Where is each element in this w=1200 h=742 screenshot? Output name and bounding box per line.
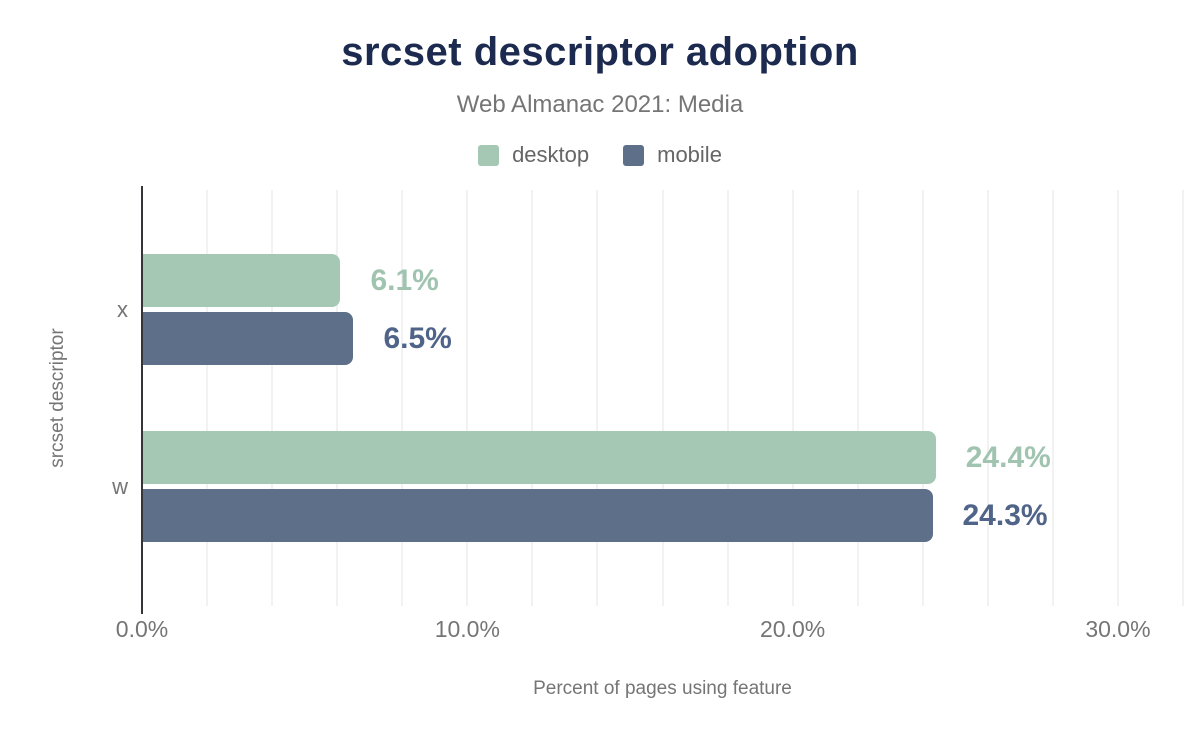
x-tick-label: 0.0% bbox=[115, 616, 169, 642]
x-tick-label: 20.0% bbox=[760, 616, 826, 642]
y-axis-title: srcset descriptor bbox=[47, 328, 68, 468]
gridline bbox=[271, 190, 274, 606]
chart-title: srcset descriptor adoption bbox=[341, 30, 859, 74]
legend-item-mobile: mobile bbox=[623, 142, 722, 168]
plot-area: x 6.1% 6.5% w 24.4% 24.3% bbox=[112, 188, 1184, 608]
gridline bbox=[596, 190, 599, 606]
gridline bbox=[1182, 190, 1184, 606]
bar-mobile-w bbox=[142, 489, 933, 542]
category-label-x: x bbox=[117, 296, 128, 322]
y-axis-line bbox=[141, 186, 143, 614]
gridline bbox=[531, 190, 534, 606]
chart-subtitle: Web Almanac 2021: Media bbox=[456, 91, 744, 118]
gridline bbox=[206, 190, 209, 606]
gridline bbox=[1051, 190, 1054, 606]
gridline bbox=[336, 190, 339, 606]
gridline bbox=[921, 190, 924, 606]
bar-group-w: w 24.4% 24.3% bbox=[112, 431, 1183, 542]
gridline bbox=[661, 190, 664, 606]
bar-mobile-x bbox=[142, 312, 354, 365]
legend-item-desktop: desktop bbox=[478, 142, 589, 168]
bar-group-x: x 6.1% 6.5% bbox=[117, 254, 1183, 365]
legend-swatch-desktop bbox=[478, 144, 500, 166]
x-axis-title: Percent of pages using feature bbox=[533, 678, 792, 699]
bar-value-label: 24.3% bbox=[962, 498, 1048, 532]
gridline bbox=[986, 190, 989, 606]
gridline bbox=[856, 190, 859, 606]
legend-swatch-mobile bbox=[623, 144, 645, 166]
category-label-w: w bbox=[112, 473, 128, 499]
gridline bbox=[1116, 190, 1119, 606]
bar-row-mobile-w: 24.3% bbox=[142, 489, 1183, 542]
gridline bbox=[791, 190, 794, 606]
gridline bbox=[726, 190, 729, 606]
legend: desktop mobile bbox=[0, 142, 1200, 168]
bar-value-label: 24.4% bbox=[965, 440, 1051, 474]
x-axis: 0.0% 10.0% 20.0% 30.0% bbox=[116, 616, 1183, 646]
x-tick-label: 30.0% bbox=[1085, 616, 1151, 642]
bar-row-desktop-w: 24.4% bbox=[142, 431, 1183, 484]
bar-desktop-w bbox=[142, 431, 936, 484]
bar-desktop-x bbox=[142, 254, 341, 307]
legend-label: mobile bbox=[657, 142, 722, 167]
bar-row-mobile-x: 6.5% bbox=[142, 312, 1183, 365]
x-tick-label: 10.0% bbox=[434, 616, 500, 642]
bar-row-desktop-x: 6.1% bbox=[142, 254, 1183, 307]
gridline bbox=[401, 190, 404, 606]
gridline bbox=[466, 190, 469, 606]
bar-value-label: 6.5% bbox=[383, 321, 452, 355]
legend-label: desktop bbox=[512, 142, 590, 167]
bar-value-label: 6.1% bbox=[370, 263, 439, 297]
